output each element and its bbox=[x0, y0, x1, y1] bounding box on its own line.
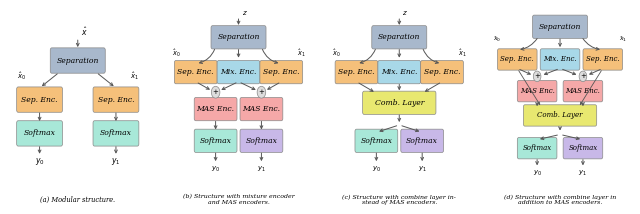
FancyBboxPatch shape bbox=[217, 61, 260, 84]
Text: $\hat{x}_0$: $\hat{x}_0$ bbox=[332, 47, 341, 59]
Text: $y_0$: $y_0$ bbox=[372, 165, 381, 174]
Text: $\hat{x}_0$: $\hat{x}_0$ bbox=[493, 35, 502, 44]
Circle shape bbox=[533, 71, 541, 82]
FancyBboxPatch shape bbox=[260, 61, 303, 84]
Text: Sep. Enc.: Sep. Enc. bbox=[586, 55, 620, 64]
Text: +: + bbox=[534, 73, 540, 79]
Text: Softmax: Softmax bbox=[360, 137, 392, 145]
Text: Mix. Enc.: Mix. Enc. bbox=[381, 68, 417, 76]
FancyBboxPatch shape bbox=[540, 49, 580, 70]
Text: Sep. Enc.: Sep. Enc. bbox=[177, 68, 214, 76]
Text: Softmax: Softmax bbox=[200, 137, 232, 145]
Text: (b) Structure with mixture encoder
and MAS encoders.: (b) Structure with mixture encoder and M… bbox=[182, 195, 294, 205]
Text: Sep. Enc.: Sep. Enc. bbox=[339, 68, 375, 76]
Text: $y_1$: $y_1$ bbox=[257, 165, 266, 174]
FancyBboxPatch shape bbox=[194, 98, 237, 121]
FancyBboxPatch shape bbox=[372, 26, 427, 49]
FancyBboxPatch shape bbox=[355, 129, 397, 152]
Text: $y_1$: $y_1$ bbox=[579, 169, 588, 178]
Text: Sep. Enc.: Sep. Enc. bbox=[424, 68, 460, 76]
FancyBboxPatch shape bbox=[378, 61, 420, 84]
Text: Mix. Enc.: Mix. Enc. bbox=[220, 68, 257, 76]
Text: MAS Enc.: MAS Enc. bbox=[566, 87, 600, 95]
Text: MAS Enc.: MAS Enc. bbox=[196, 105, 235, 113]
Text: Softmax: Softmax bbox=[406, 137, 438, 145]
Text: +: + bbox=[580, 73, 586, 79]
FancyBboxPatch shape bbox=[532, 15, 588, 38]
FancyBboxPatch shape bbox=[363, 91, 436, 114]
Text: Comb. Layer: Comb. Layer bbox=[374, 99, 424, 107]
Text: $y_0$: $y_0$ bbox=[35, 156, 45, 167]
Text: Mix. Enc.: Mix. Enc. bbox=[543, 55, 577, 64]
FancyBboxPatch shape bbox=[17, 87, 63, 112]
FancyBboxPatch shape bbox=[17, 121, 63, 146]
Text: $\hat{x}_0$: $\hat{x}_0$ bbox=[17, 71, 26, 82]
Text: Sep. Enc.: Sep. Enc. bbox=[500, 55, 534, 64]
Text: Softmax: Softmax bbox=[568, 144, 598, 152]
Text: $\hat{x}_1$: $\hat{x}_1$ bbox=[618, 35, 627, 44]
Circle shape bbox=[257, 86, 266, 98]
Text: Separation: Separation bbox=[378, 33, 420, 41]
FancyBboxPatch shape bbox=[524, 105, 596, 126]
FancyBboxPatch shape bbox=[497, 49, 537, 70]
Text: Softmax: Softmax bbox=[246, 137, 277, 145]
Text: $\hat{x}_1$: $\hat{x}_1$ bbox=[458, 47, 467, 59]
FancyBboxPatch shape bbox=[517, 80, 557, 102]
Circle shape bbox=[211, 86, 220, 98]
Text: $\hat{x}_1$: $\hat{x}_1$ bbox=[297, 47, 305, 59]
Text: MAS Enc.: MAS Enc. bbox=[243, 105, 280, 113]
Text: $\hat{x}_0$: $\hat{x}_0$ bbox=[172, 47, 180, 59]
FancyBboxPatch shape bbox=[563, 138, 603, 159]
Text: $z$: $z$ bbox=[242, 9, 248, 17]
Text: Separation: Separation bbox=[56, 56, 99, 65]
FancyBboxPatch shape bbox=[401, 129, 444, 152]
Text: Separation: Separation bbox=[218, 33, 260, 41]
Text: $y_1$: $y_1$ bbox=[418, 165, 427, 174]
Text: $z$: $z$ bbox=[403, 9, 408, 17]
Text: (c) Structure with combine layer in-
stead of MAS encoders.: (c) Structure with combine layer in- ste… bbox=[342, 194, 456, 205]
Text: Sep. Enc.: Sep. Enc. bbox=[263, 68, 300, 76]
FancyBboxPatch shape bbox=[583, 49, 623, 70]
FancyBboxPatch shape bbox=[93, 121, 139, 146]
Text: (d) Structure with combine layer in
addition to MAS encoders.: (d) Structure with combine layer in addi… bbox=[504, 194, 616, 205]
Text: Sep. Enc.: Sep. Enc. bbox=[21, 96, 58, 104]
FancyBboxPatch shape bbox=[240, 98, 283, 121]
FancyBboxPatch shape bbox=[563, 80, 603, 102]
Text: Sep. Enc.: Sep. Enc. bbox=[98, 96, 134, 104]
Text: $y_0$: $y_0$ bbox=[532, 169, 541, 178]
Text: Separation: Separation bbox=[539, 23, 581, 31]
Text: $\hat{x}$: $\hat{x}$ bbox=[81, 26, 88, 38]
FancyBboxPatch shape bbox=[211, 26, 266, 49]
FancyBboxPatch shape bbox=[420, 61, 463, 84]
Text: Softmax: Softmax bbox=[522, 144, 552, 152]
Text: Softmax: Softmax bbox=[100, 129, 132, 137]
FancyBboxPatch shape bbox=[174, 61, 217, 84]
FancyBboxPatch shape bbox=[240, 129, 283, 152]
FancyBboxPatch shape bbox=[335, 61, 378, 84]
Text: MAS Enc.: MAS Enc. bbox=[520, 87, 554, 95]
FancyBboxPatch shape bbox=[517, 138, 557, 159]
Text: Comb. Layer: Comb. Layer bbox=[537, 111, 583, 119]
Text: +: + bbox=[259, 89, 264, 95]
Circle shape bbox=[579, 71, 587, 82]
FancyBboxPatch shape bbox=[51, 48, 105, 73]
Text: $y_0$: $y_0$ bbox=[211, 165, 220, 174]
Text: $y_1$: $y_1$ bbox=[111, 156, 121, 167]
Text: $\hat{x}_1$: $\hat{x}_1$ bbox=[130, 71, 139, 82]
FancyBboxPatch shape bbox=[93, 87, 139, 112]
FancyBboxPatch shape bbox=[194, 129, 237, 152]
Text: Softmax: Softmax bbox=[24, 129, 56, 137]
Text: +: + bbox=[212, 89, 218, 95]
Text: (a) Modular structure.: (a) Modular structure. bbox=[40, 196, 115, 204]
